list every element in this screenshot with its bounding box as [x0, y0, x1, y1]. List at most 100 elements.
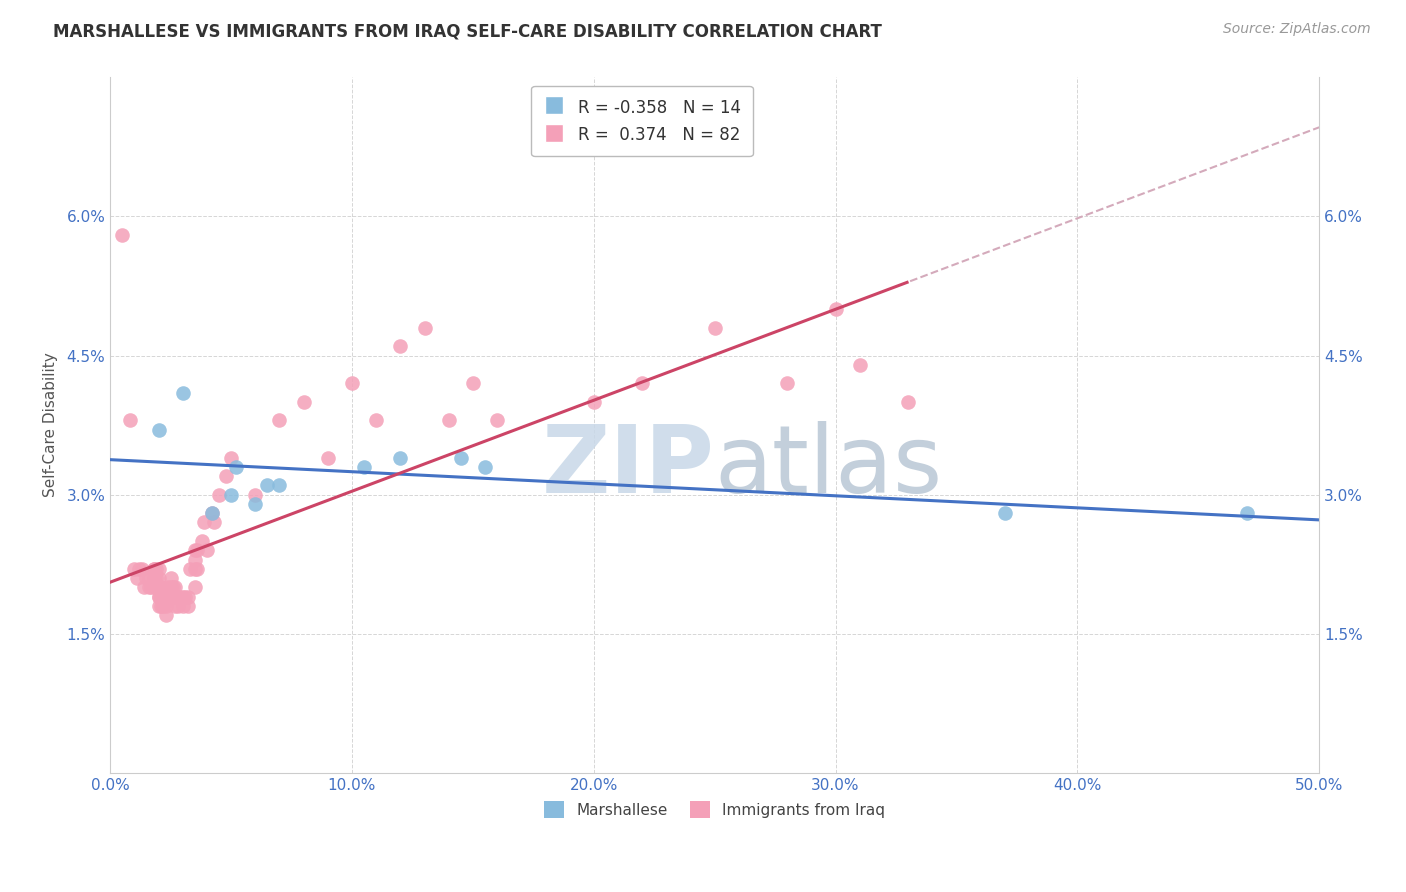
- Point: [193, 516, 215, 530]
- Point: [165, 580, 187, 594]
- Point: [631, 376, 654, 391]
- Point: [167, 590, 190, 604]
- Point: [174, 590, 197, 604]
- Point: [157, 590, 180, 604]
- Point: [162, 590, 184, 604]
- Point: [176, 590, 198, 604]
- Point: [145, 562, 167, 576]
- Point: [132, 580, 155, 594]
- Point: [155, 599, 177, 613]
- Point: [128, 562, 150, 576]
- Point: [186, 543, 208, 558]
- Point: [201, 506, 224, 520]
- Point: [245, 488, 267, 502]
- Point: [824, 302, 846, 317]
- Point: [138, 580, 160, 594]
- Point: [703, 320, 725, 334]
- Point: [159, 571, 181, 585]
- Point: [389, 339, 412, 353]
- Point: [186, 562, 208, 576]
- Point: [1236, 506, 1258, 520]
- Point: [219, 488, 242, 502]
- Point: [245, 497, 267, 511]
- Point: [142, 562, 165, 576]
- Point: [159, 580, 181, 594]
- Point: [145, 571, 167, 585]
- Point: [353, 459, 375, 474]
- Point: [167, 599, 190, 613]
- Point: [450, 450, 472, 465]
- Point: [148, 590, 170, 604]
- Point: [269, 413, 291, 427]
- Point: [316, 450, 339, 465]
- Point: [176, 599, 198, 613]
- Point: [256, 478, 278, 492]
- Point: [413, 320, 436, 334]
- Point: [208, 488, 231, 502]
- Point: [184, 543, 207, 558]
- Point: [149, 580, 172, 594]
- Point: [366, 413, 388, 427]
- Point: [165, 599, 187, 613]
- Point: [142, 562, 165, 576]
- Point: [172, 590, 194, 604]
- Point: [184, 552, 207, 566]
- Point: [461, 376, 484, 391]
- Point: [148, 590, 170, 604]
- Point: [437, 413, 460, 427]
- Point: [165, 590, 187, 604]
- Point: [142, 571, 165, 585]
- Point: [225, 459, 247, 474]
- Point: [135, 571, 157, 585]
- Text: ZIP: ZIP: [541, 421, 714, 513]
- Point: [195, 543, 218, 558]
- Point: [215, 469, 238, 483]
- Point: [292, 395, 315, 409]
- Point: [152, 590, 174, 604]
- Point: [994, 506, 1017, 520]
- Point: [776, 376, 799, 391]
- Point: [179, 562, 201, 576]
- Point: [159, 590, 181, 604]
- Point: [897, 395, 920, 409]
- Point: [474, 459, 496, 474]
- Point: [269, 478, 291, 492]
- Point: [219, 450, 242, 465]
- Point: [340, 376, 363, 391]
- Point: [152, 599, 174, 613]
- Point: [124, 562, 146, 576]
- Point: [148, 423, 170, 437]
- Point: [138, 571, 160, 585]
- Point: [145, 580, 167, 594]
- Point: [184, 580, 207, 594]
- Point: [172, 385, 194, 400]
- Text: Source: ZipAtlas.com: Source: ZipAtlas.com: [1223, 22, 1371, 37]
- Point: [582, 395, 605, 409]
- Point: [172, 599, 194, 613]
- Point: [148, 599, 170, 613]
- Point: [142, 580, 165, 594]
- Point: [202, 516, 225, 530]
- Point: [155, 608, 177, 623]
- Point: [191, 533, 214, 548]
- Point: [125, 571, 148, 585]
- Point: [389, 450, 412, 465]
- Point: [184, 562, 207, 576]
- Y-axis label: Self-Care Disability: Self-Care Disability: [44, 352, 58, 498]
- Point: [141, 580, 163, 594]
- Point: [149, 590, 172, 604]
- Point: [148, 571, 170, 585]
- Text: atlas: atlas: [714, 421, 943, 513]
- Point: [118, 413, 141, 427]
- Point: [148, 580, 170, 594]
- Point: [131, 562, 153, 576]
- Point: [149, 599, 172, 613]
- Point: [111, 227, 134, 242]
- Point: [162, 580, 184, 594]
- Point: [148, 562, 170, 576]
- Point: [157, 580, 180, 594]
- Point: [848, 358, 870, 372]
- Point: [201, 506, 224, 520]
- Text: MARSHALLESE VS IMMIGRANTS FROM IRAQ SELF-CARE DISABILITY CORRELATION CHART: MARSHALLESE VS IMMIGRANTS FROM IRAQ SELF…: [53, 22, 883, 40]
- Point: [486, 413, 509, 427]
